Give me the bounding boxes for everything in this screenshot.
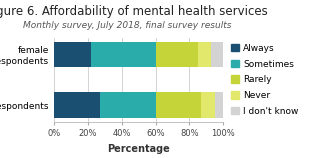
Bar [198, 42, 211, 67]
Bar [92, 42, 156, 67]
Bar [215, 92, 223, 118]
Bar [201, 92, 215, 118]
Legend: Always, Sometimes, Rarely, Never, I don't know: Always, Sometimes, Rarely, Never, I don'… [229, 42, 300, 118]
Bar [156, 92, 201, 118]
Bar [54, 92, 100, 118]
Text: Monthly survey, July 2018, final survey results: Monthly survey, July 2018, final survey … [23, 21, 232, 30]
Bar [156, 42, 198, 67]
Bar [100, 92, 156, 118]
Text: Figure 6. Affordability of mental health services: Figure 6. Affordability of mental health… [0, 5, 268, 18]
X-axis label: Percentage: Percentage [108, 144, 170, 154]
Bar [211, 42, 223, 67]
Bar [54, 42, 92, 67]
